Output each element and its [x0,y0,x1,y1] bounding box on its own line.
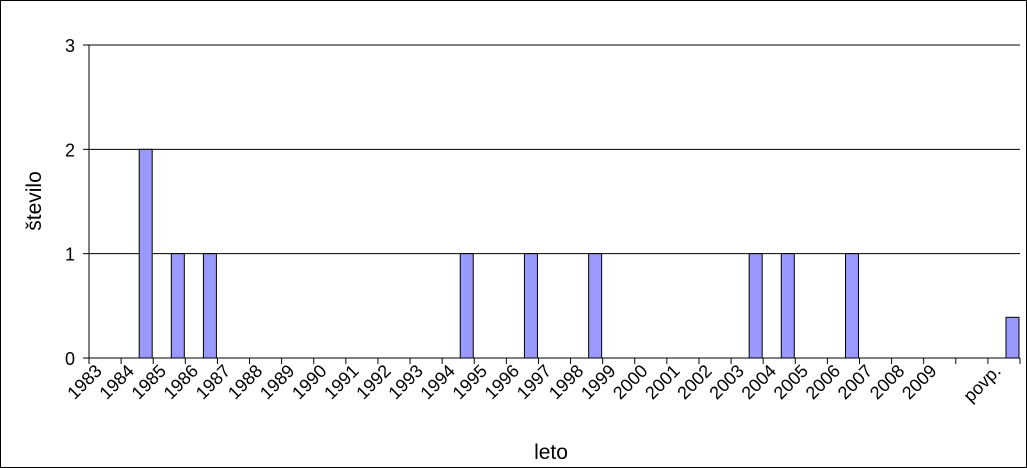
x-tick-label: 2005 [770,361,812,403]
x-tick-label: 2008 [866,361,908,403]
bar [780,253,795,359]
x-tick-label: 2003 [705,361,747,403]
x-tick-label: 1987 [192,361,234,403]
x-tick-label: 2004 [738,361,780,403]
x-tick-label: 1995 [449,361,491,403]
x-tick-label: 2007 [834,361,876,403]
x-tick-label: 1993 [384,361,426,403]
x-tick-label: 2009 [898,361,940,403]
x-tick-label: 1998 [545,361,587,403]
x-tick-label: 2002 [673,361,715,403]
x-tick-label: 1984 [95,361,137,403]
y-axis-title: število [23,171,46,231]
bar [1005,316,1020,359]
x-tick-labels: 1983198419851986198719881989199019911992… [63,361,1004,406]
y-tick-label: 0 [65,349,75,369]
bar [844,253,859,359]
y-tick-label: 3 [65,36,75,56]
gridlines [89,44,1020,255]
x-tick-label: 2001 [641,361,683,403]
x-tick-label: 1990 [288,361,330,403]
x-tick-label: 1997 [513,361,555,403]
bar [170,253,185,359]
x-axis-title: leto [534,441,568,464]
bar [138,148,153,359]
x-tick-label: 1999 [577,361,619,403]
bar [459,253,474,359]
x-tick-label: 1989 [256,361,298,403]
bar [588,253,603,359]
x-tick-label: 1991 [320,361,362,403]
y-tick-label: 2 [65,140,75,160]
bar [202,253,217,359]
y-tick-label: 1 [65,245,75,265]
bar [748,253,763,359]
bar [523,253,538,359]
x-tick-label: 2006 [802,361,844,403]
axes [83,44,1021,364]
x-tick-label: 1986 [160,361,202,403]
x-tick-label: 1996 [481,361,523,403]
bars [138,148,1020,359]
x-tick-label: 1994 [417,361,459,403]
x-tick-label: 1992 [352,361,394,403]
x-tick-label: povp. [959,361,1004,406]
x-tick-label: 1985 [128,361,170,403]
x-tick-label: 1988 [224,361,266,403]
x-tick-label: 2000 [609,361,651,403]
y-tick-labels: 0 1 2 3 [65,36,75,369]
